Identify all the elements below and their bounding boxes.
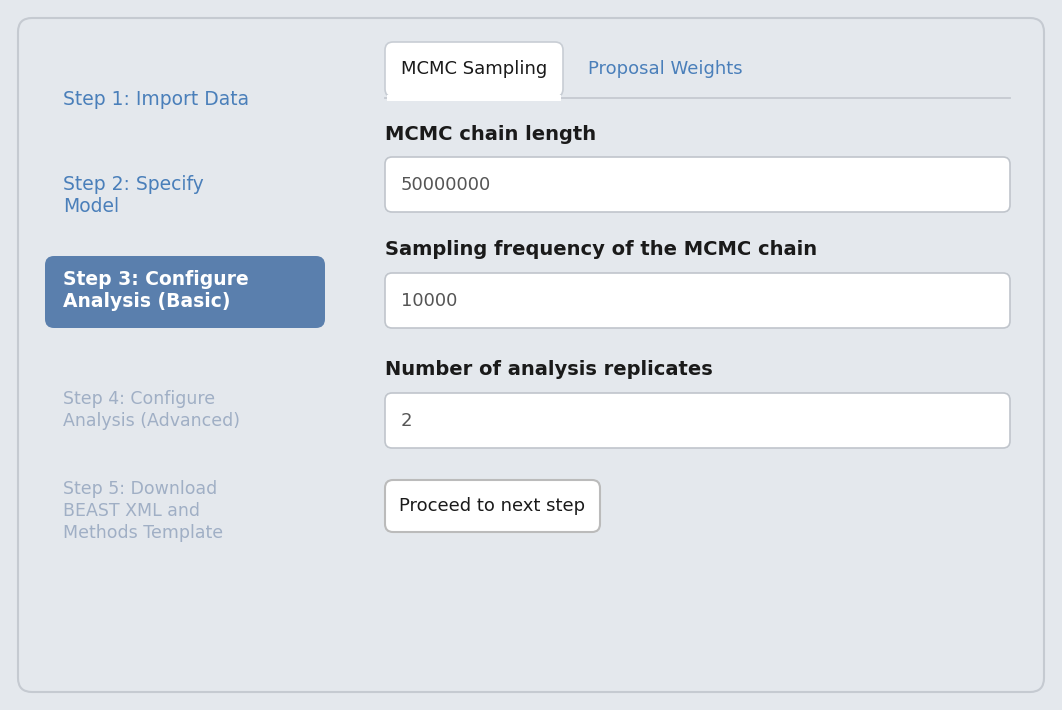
FancyBboxPatch shape [386, 273, 1010, 328]
FancyBboxPatch shape [386, 393, 1010, 448]
Text: Step 2: Specify: Step 2: Specify [63, 175, 204, 194]
FancyBboxPatch shape [18, 18, 1044, 692]
Text: 2: 2 [401, 412, 412, 430]
FancyBboxPatch shape [45, 256, 325, 328]
FancyBboxPatch shape [386, 42, 563, 97]
FancyBboxPatch shape [386, 157, 1010, 212]
Text: Step 5: Download: Step 5: Download [63, 480, 218, 498]
Text: BEAST XML and: BEAST XML and [63, 502, 200, 520]
Text: MCMC Sampling: MCMC Sampling [400, 60, 547, 79]
Text: Proposal Weights: Proposal Weights [588, 60, 742, 79]
Text: Methods Template: Methods Template [63, 524, 223, 542]
Text: Step 3: Configure: Step 3: Configure [63, 270, 249, 289]
Text: MCMC chain length: MCMC chain length [386, 125, 596, 144]
Text: Step 1: Import Data: Step 1: Import Data [63, 90, 250, 109]
Text: 50000000: 50000000 [401, 175, 492, 194]
Text: 10000: 10000 [401, 292, 458, 310]
Text: Proceed to next step: Proceed to next step [399, 497, 585, 515]
Text: Sampling frequency of the MCMC chain: Sampling frequency of the MCMC chain [386, 240, 817, 259]
Text: Number of analysis replicates: Number of analysis replicates [386, 360, 713, 379]
Text: Analysis (Basic): Analysis (Basic) [63, 292, 230, 311]
FancyBboxPatch shape [386, 480, 600, 532]
Text: Model: Model [63, 197, 119, 216]
Bar [387, 95, 561, 101]
Text: Step 4: Configure: Step 4: Configure [63, 390, 216, 408]
Text: Analysis (Advanced): Analysis (Advanced) [63, 412, 240, 430]
